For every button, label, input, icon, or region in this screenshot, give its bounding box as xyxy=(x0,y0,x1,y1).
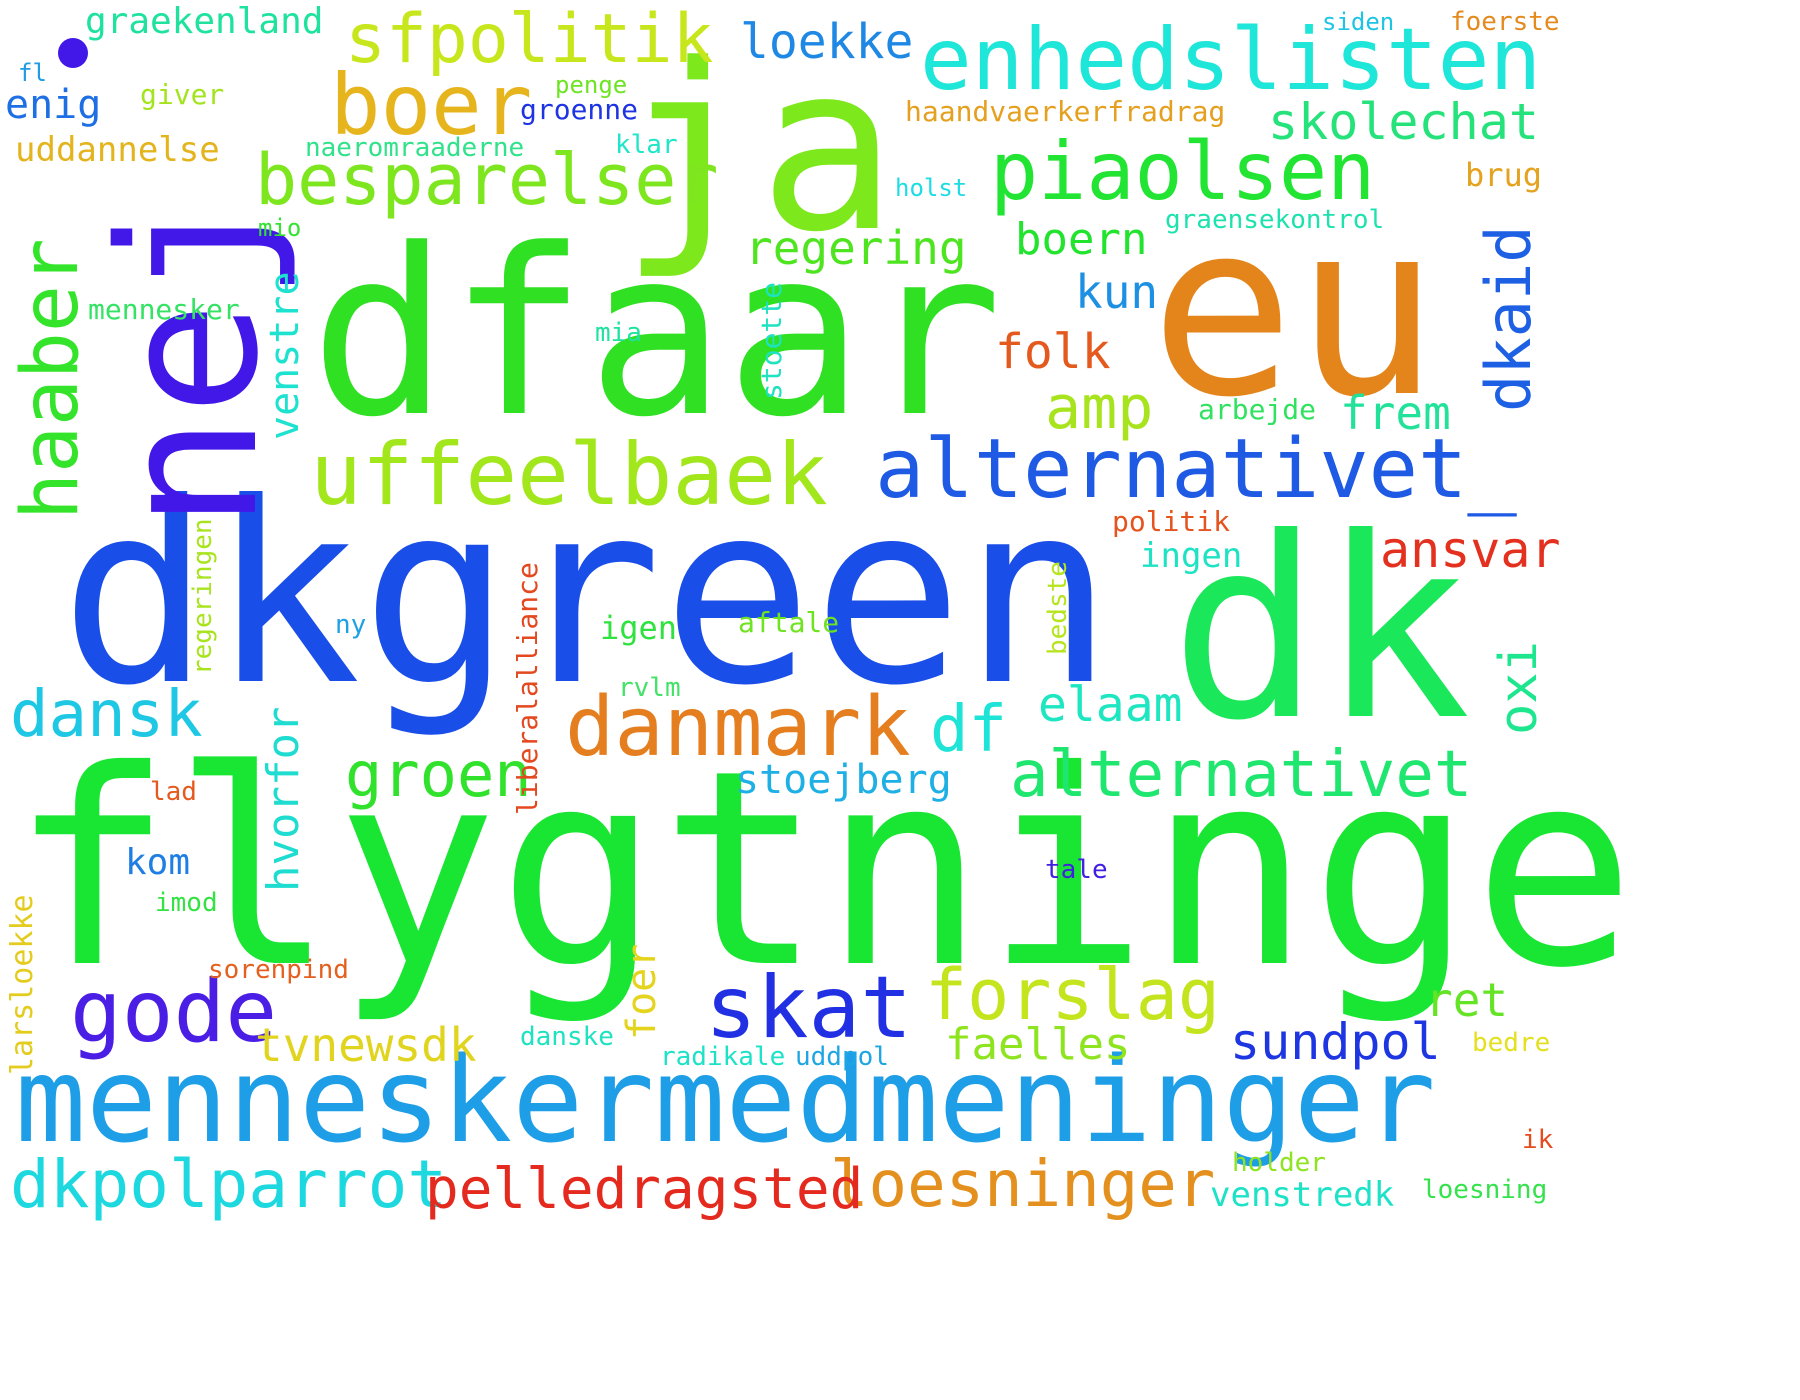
word-loesning: loesning xyxy=(1422,1175,1548,1205)
word-larsloekke: larsloekke xyxy=(5,894,40,1075)
word-sorenpind: sorenpind xyxy=(208,955,349,985)
word-arbejde: arbejde xyxy=(1198,393,1317,426)
word-politik: politik xyxy=(1112,505,1231,538)
word-klar: klar xyxy=(615,130,678,160)
word-gode: gode xyxy=(70,962,278,1062)
word-imod: imod xyxy=(155,888,218,918)
word-tvnewsdk: tvnewsdk xyxy=(255,1018,477,1072)
word-igen: igen xyxy=(600,609,678,647)
word-ret: ret xyxy=(1425,973,1509,1027)
word-dkpolparrot: dkpolparrot xyxy=(10,1146,448,1223)
word-ansvar: ansvar xyxy=(1380,521,1561,579)
word-hvorfor: hvorfor xyxy=(258,706,309,892)
word-loekke: loekke xyxy=(740,14,914,70)
dot-ornament xyxy=(58,38,88,68)
word-dkgreen: dkgreen xyxy=(60,449,1114,740)
word-groenne: groenne xyxy=(520,93,639,126)
word-haaber: haaber xyxy=(6,238,96,520)
word-enhedslisten: enhedslisten xyxy=(920,10,1542,110)
word-sundpol: sundpol xyxy=(1230,1013,1441,1071)
word-aftale: aftale xyxy=(738,606,840,639)
word-flygtninge: flygtninge xyxy=(10,712,1636,1027)
word-pelledragsted: pelledragsted xyxy=(425,1157,864,1222)
word-foerste: foerste xyxy=(1450,7,1560,37)
word-kom: kom xyxy=(125,842,191,883)
word-alternativet_: alternativet_ xyxy=(875,422,1517,517)
word-mio: mio xyxy=(258,214,302,242)
word-fl: fl xyxy=(18,59,47,87)
word-haandvaerkerfradrag: haandvaerkerfradrag xyxy=(905,95,1226,128)
word-ingen: ingen xyxy=(1140,536,1243,576)
word-folk: folk xyxy=(995,324,1111,380)
word-siden: siden xyxy=(1322,8,1395,36)
word-amp: amp xyxy=(1045,373,1154,443)
word-oxi: oxi xyxy=(1489,641,1549,735)
word-brug: brug xyxy=(1465,156,1543,194)
word-uffeelbaek: uffeelbaek xyxy=(310,425,828,525)
word-penge: penge xyxy=(555,71,628,99)
word-bedste: bedste xyxy=(1043,561,1073,655)
word-besparelser: besparelser xyxy=(255,139,719,221)
word-faelles: faelles xyxy=(945,1019,1131,1070)
word-boer: boer xyxy=(330,56,533,154)
word-ny: ny xyxy=(335,610,367,640)
word-skat: skat xyxy=(705,958,913,1058)
word-dansk: dansk xyxy=(10,678,203,752)
word-danmark: danmark xyxy=(565,680,911,775)
word-elaam: elaam xyxy=(1038,677,1183,733)
word-frem: frem xyxy=(1340,386,1451,440)
word-lad: lad xyxy=(150,777,197,807)
word-naeromraaderne: naeromraaderne xyxy=(305,133,525,163)
word-giver: giver xyxy=(140,78,225,111)
word-graensekontrol: graensekontrol xyxy=(1165,205,1385,235)
word-mia: mia xyxy=(595,318,642,348)
word-alternativet: alternativet xyxy=(1010,738,1473,812)
word-skolechat: skolechat xyxy=(1268,93,1539,151)
word-stoette: stoette xyxy=(755,281,788,400)
word-dfaar: dfaar xyxy=(310,201,1003,468)
word-tale: tale xyxy=(1045,855,1108,885)
word-dkaid: dkaid xyxy=(1472,225,1545,412)
word-ik: ik xyxy=(1522,1125,1554,1155)
word-venstredk: venstredk xyxy=(1210,1175,1395,1215)
word-foer: foer xyxy=(619,943,665,1040)
word-holder: holder xyxy=(1232,1148,1326,1178)
word-regeringen: regeringen xyxy=(188,518,218,675)
word-bedre: bedre xyxy=(1472,1028,1551,1058)
word-uddannelse: uddannelse xyxy=(15,130,220,170)
word-radikale: radikale xyxy=(660,1042,786,1072)
word-regering: regering xyxy=(745,221,967,275)
word-piaolsen: piaolsen xyxy=(990,125,1376,218)
word-mennesker: mennesker xyxy=(88,293,240,326)
word-dk: dk xyxy=(1170,484,1472,775)
word-forslag: forslag xyxy=(925,954,1221,1036)
word-liberalalliance: liberalalliance xyxy=(511,562,544,815)
word-boern: boern xyxy=(1015,214,1148,265)
word-venstre: venstre xyxy=(262,271,308,440)
word-menneskermedmeninger: menneskermedmeninger xyxy=(15,1031,1436,1169)
word-kun: kun xyxy=(1075,265,1159,319)
word-ja: ja xyxy=(620,16,897,283)
word-enig: enig xyxy=(5,82,102,128)
word-stoejberg: stoejberg xyxy=(735,757,952,803)
word-nej: nej xyxy=(79,186,300,530)
word-holst: holst xyxy=(895,174,968,202)
word-groen: groen xyxy=(345,738,532,811)
word-eu: eu xyxy=(1150,170,1439,450)
word-sfpolitik: sfpolitik xyxy=(345,0,714,79)
word-danske: danske xyxy=(520,1022,614,1052)
word-uddpol: uddpol xyxy=(795,1042,889,1072)
word-df: df xyxy=(930,693,1008,767)
word-loesninger: loesninger xyxy=(830,1148,1216,1222)
word-graekenland: graekenland xyxy=(85,1,324,42)
word-rvlm: rvlm xyxy=(618,673,681,703)
